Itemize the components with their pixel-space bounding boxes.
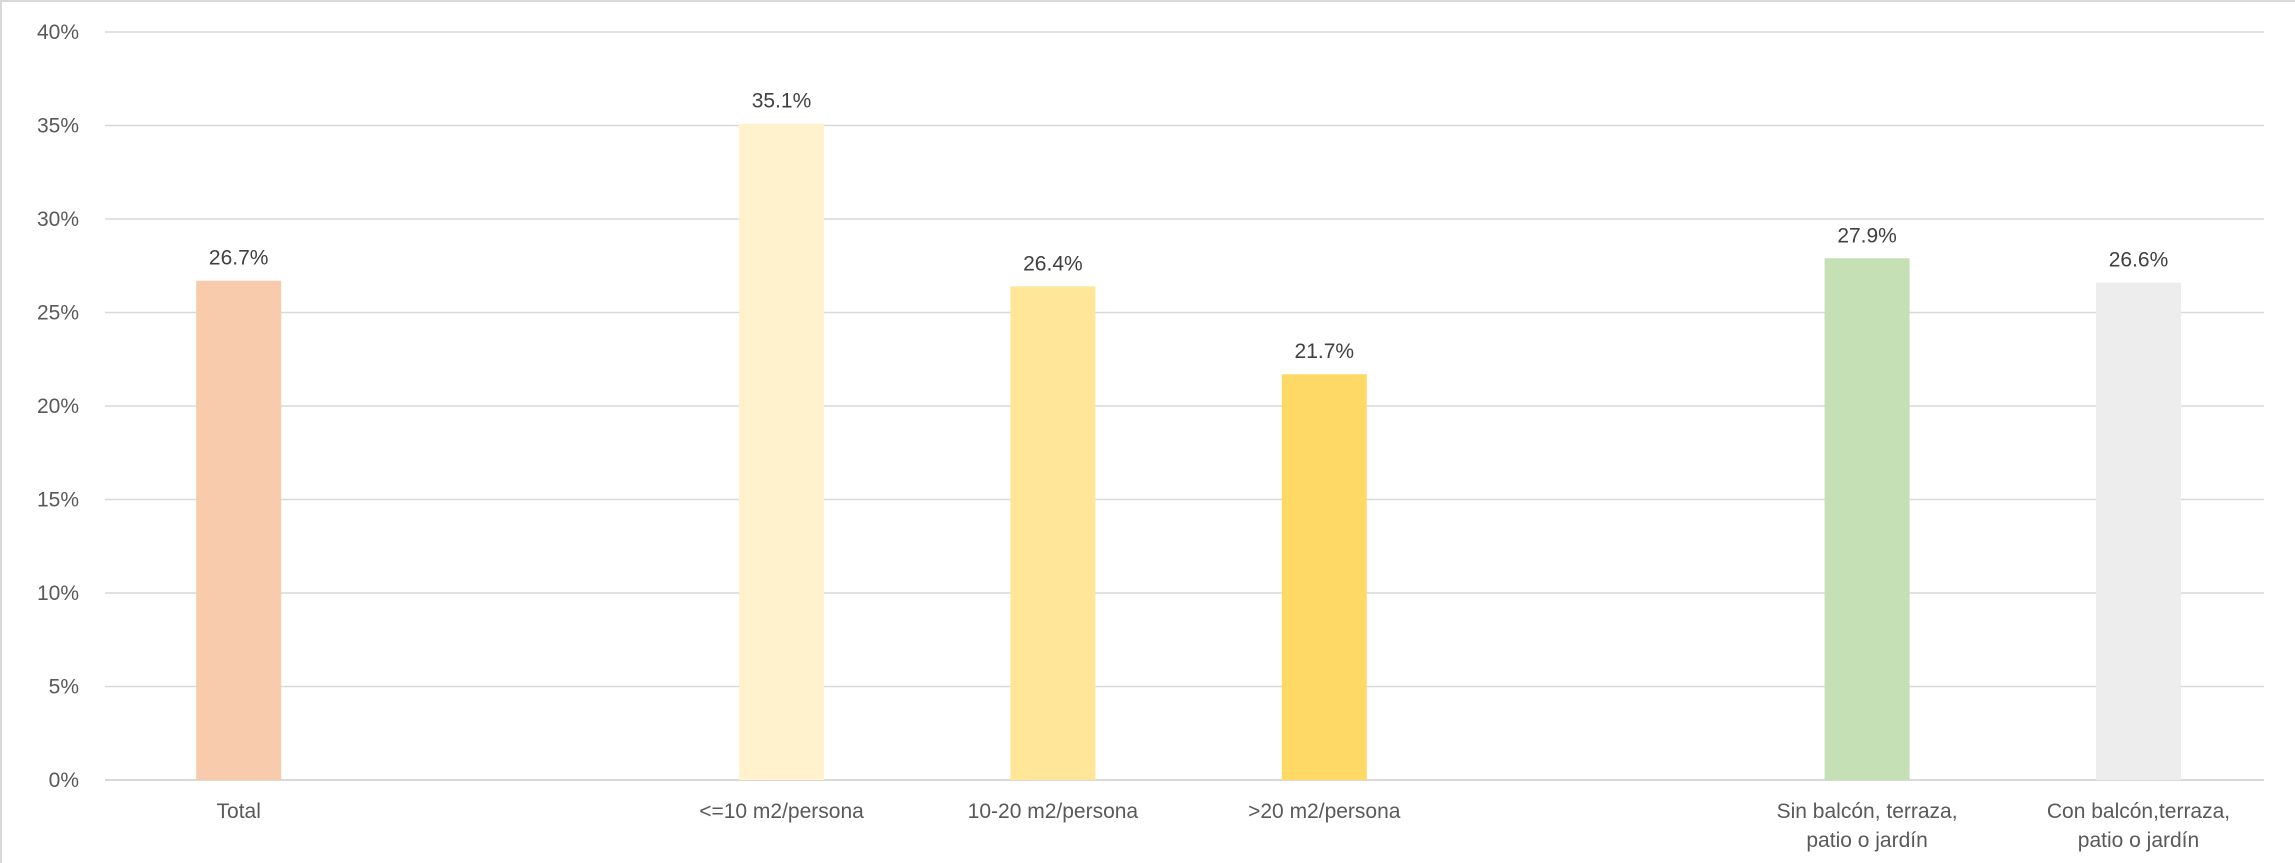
data-label: 21.7% [1295, 340, 1355, 363]
data-label: 27.9% [1837, 224, 1897, 247]
y-tick-label: 40% [37, 21, 79, 44]
category-label: Total [217, 800, 261, 823]
category-label: Sin balcón, terraza, patio o jardín [1777, 800, 1958, 852]
bars [196, 123, 2181, 780]
y-tick-label: 5% [49, 676, 79, 699]
data-label: 35.1% [752, 90, 812, 113]
y-tick-label: 15% [37, 489, 79, 512]
category-labels: Total <=10 m2/persona 10-20 m2/persona >20 … [217, 800, 2231, 852]
gridlines [105, 31, 2264, 781]
bar [739, 123, 824, 780]
bar [2096, 282, 2181, 780]
data-labels: 26.7% 35.1% 26.4% 21.7% 27.9% 26.6% [209, 90, 2168, 364]
y-tick-label: 0% [49, 769, 79, 792]
category-label: 10-20 m2/persona [968, 800, 1139, 823]
category-label: <=10 m2/persona [699, 800, 864, 823]
data-label: 26.7% [209, 247, 269, 270]
y-tick-label: 35% [37, 115, 79, 138]
bar [1824, 258, 1910, 780]
y-axis-ticks: 0% 5% 10% 15% 20% 25% 30% 35% 40% [37, 21, 79, 792]
y-tick-label: 20% [37, 395, 79, 418]
data-label: 26.6% [2109, 249, 2169, 272]
bar [1281, 374, 1367, 780]
y-tick-label: 30% [37, 208, 79, 231]
bar [1010, 286, 1096, 780]
data-label: 26.4% [1023, 252, 1083, 275]
bar [196, 280, 282, 780]
y-tick-label: 25% [37, 302, 79, 325]
category-label: Con balcón,terraza, patio o jardín [2047, 800, 2230, 852]
y-tick-label: 10% [37, 582, 79, 605]
category-label: >20 m2/persona [1248, 800, 1401, 823]
